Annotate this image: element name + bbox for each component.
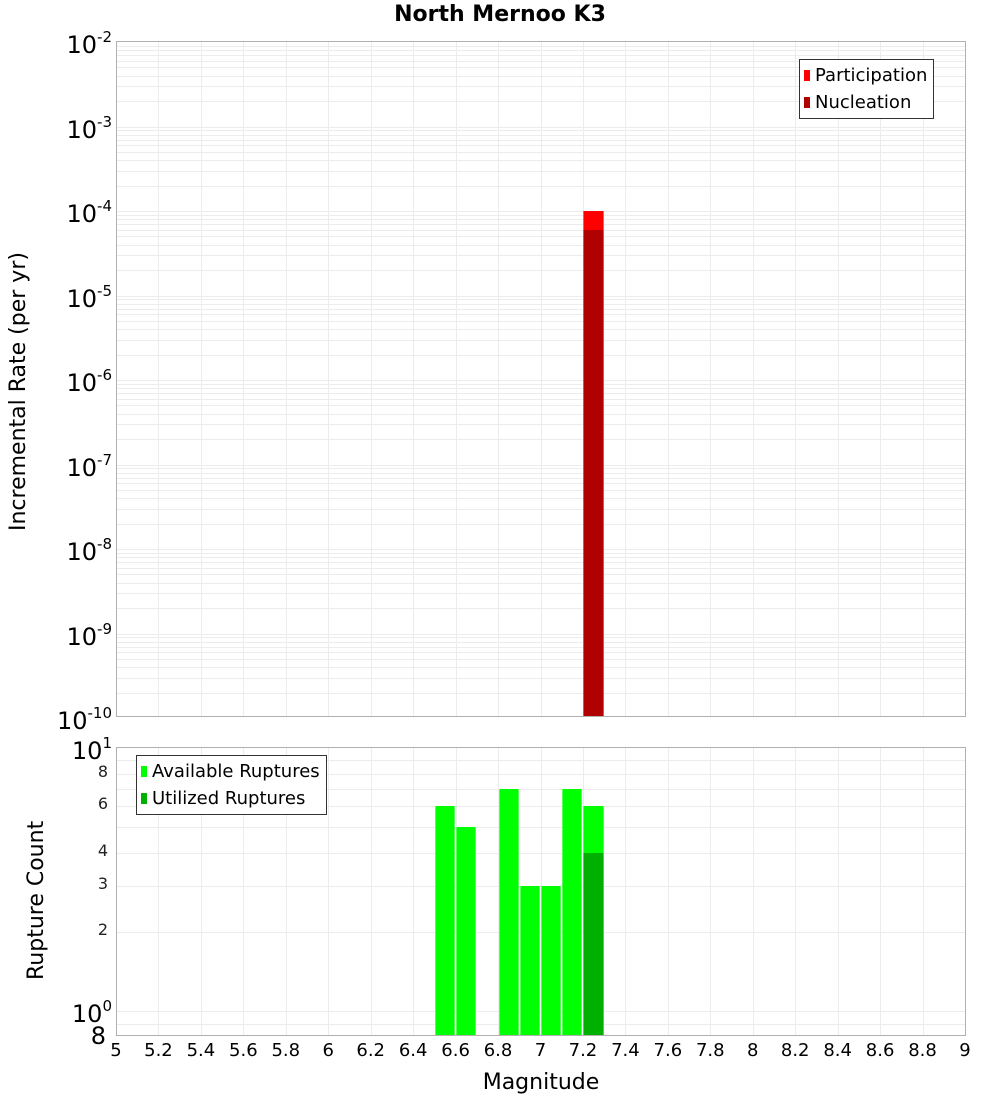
- y-tick-label: 10-7: [66, 450, 112, 482]
- x-axis-label: Magnitude: [482, 1070, 600, 1095]
- chart-title: North Mernoo K3: [394, 2, 606, 27]
- bar-utilized-ruptures: [583, 852, 604, 1035]
- vertical-gridline: [625, 748, 627, 1035]
- y-tick-label: 101: [71, 734, 112, 765]
- vertical-gridline: [158, 748, 160, 1035]
- y-tick-label: 3: [97, 873, 108, 893]
- vertical-gridline: [370, 748, 372, 1035]
- utilized-swatch-icon: [141, 793, 147, 804]
- y-tick-label: 2: [97, 920, 108, 940]
- x-tick-label: 7.4: [611, 1040, 640, 1061]
- vertical-gridline: [752, 748, 754, 1035]
- rupture-y-axis-label: Rupture Count: [24, 820, 49, 980]
- vertical-gridline: [540, 42, 542, 716]
- x-tick-label: 8: [747, 1040, 759, 1061]
- x-tick-label: 8.8: [908, 1040, 937, 1061]
- bar-available-ruptures: [434, 806, 456, 1035]
- x-tick-label: 8.2: [780, 1040, 810, 1061]
- vertical-gridline: [413, 748, 415, 1035]
- bar-nucleation: [583, 230, 604, 716]
- vertical-gridline: [837, 42, 839, 716]
- vertical-gridline: [200, 748, 202, 1035]
- bar-available-ruptures: [541, 885, 562, 1035]
- x-tick-label: 6.8: [483, 1040, 513, 1061]
- vertical-gridline: [243, 42, 245, 716]
- y-tick-label: 100: [71, 997, 112, 1029]
- x-tick-label: 8.6: [865, 1040, 895, 1061]
- y-tick-label: 10-10: [56, 704, 112, 735]
- bar-available-ruptures: [498, 788, 519, 1035]
- x-tick-label: 6: [322, 1040, 334, 1061]
- y-tick-label: 10-6: [66, 366, 112, 397]
- legend-item-available: Available Ruptures: [141, 758, 320, 785]
- legend-label-utilized: Utilized Ruptures: [152, 788, 306, 809]
- vertical-gridline: [328, 42, 330, 716]
- y-tick-label: 4: [97, 840, 108, 860]
- x-tick-label: 6.6: [441, 1040, 470, 1061]
- vertical-gridline: [710, 42, 712, 716]
- legend-item-nucleation: Nucleation: [804, 89, 927, 116]
- y-tick-label: 10-9: [66, 619, 112, 651]
- bar-available-ruptures: [562, 788, 583, 1035]
- legend-item-utilized: Utilized Ruptures: [141, 785, 320, 812]
- vertical-gridline: [243, 748, 245, 1035]
- y-tick-label: 8: [97, 761, 108, 781]
- vertical-gridline: [752, 42, 754, 716]
- vertical-gridline: [455, 42, 457, 716]
- y-tick-label: 10-2: [66, 28, 112, 59]
- rate-legend: Participation Nucleation: [799, 59, 935, 119]
- y-tick-label: 10-8: [66, 535, 112, 566]
- x-tick-label: 7: [534, 1040, 547, 1061]
- y-tick-label: 6: [97, 794, 108, 814]
- bar-available-ruptures: [456, 827, 477, 1035]
- vertical-gridline: [370, 42, 372, 716]
- vertical-gridline: [200, 42, 202, 716]
- x-tick-label: 6.2: [356, 1040, 386, 1061]
- x-tick-label: 7.8: [695, 1040, 725, 1061]
- vertical-gridline: [625, 42, 627, 716]
- rate-y-axis-label: Incremental Rate (per yr): [6, 252, 31, 531]
- y-tick-label: 8: [90, 1022, 106, 1050]
- participation-swatch-icon: [804, 70, 810, 81]
- vertical-gridline: [667, 748, 669, 1035]
- vertical-gridline: [413, 42, 415, 716]
- x-tick-label: 5.2: [144, 1040, 173, 1061]
- rupture-legend: Available Ruptures Utilized Ruptures: [136, 755, 327, 815]
- bar-available-ruptures: [519, 885, 540, 1035]
- x-tick-label: 5: [110, 1040, 122, 1061]
- vertical-gridline: [667, 42, 669, 716]
- available-swatch-icon: [141, 766, 147, 777]
- y-tick-label: 10-4: [66, 197, 112, 228]
- x-tick-label: 7.2: [568, 1040, 598, 1061]
- vertical-gridline: [285, 42, 287, 716]
- x-tick-label: 8.4: [823, 1040, 852, 1061]
- vertical-gridline: [328, 748, 330, 1035]
- vertical-gridline: [837, 748, 839, 1035]
- x-tick-label: 7.6: [653, 1040, 683, 1061]
- vertical-gridline: [880, 748, 882, 1035]
- vertical-gridline: [795, 748, 797, 1035]
- vertical-gridline: [498, 42, 500, 716]
- vertical-gridline: [922, 748, 924, 1035]
- nucleation-swatch-icon: [804, 97, 810, 108]
- vertical-gridline: [795, 42, 797, 716]
- legend-label-available: Available Ruptures: [152, 761, 320, 782]
- y-tick-label: 10-5: [66, 281, 112, 313]
- x-tick-label: 5.8: [271, 1040, 301, 1061]
- vertical-gridline: [285, 748, 287, 1035]
- x-tick-label: 9: [959, 1040, 971, 1061]
- legend-label-nucleation: Nucleation: [815, 92, 912, 113]
- x-tick-label: 6.4: [398, 1040, 428, 1061]
- y-tick-label: 10-3: [66, 112, 112, 144]
- x-tick-label: 5.6: [229, 1040, 258, 1061]
- legend-item-participation: Participation: [804, 62, 927, 89]
- x-tick-label: 5.4: [186, 1040, 216, 1061]
- legend-label-participation: Participation: [815, 65, 928, 86]
- rate-plot-area: [116, 41, 966, 717]
- vertical-gridline: [922, 42, 924, 716]
- vertical-gridline: [158, 42, 160, 716]
- vertical-gridline: [880, 42, 882, 716]
- vertical-gridline: [710, 748, 712, 1035]
